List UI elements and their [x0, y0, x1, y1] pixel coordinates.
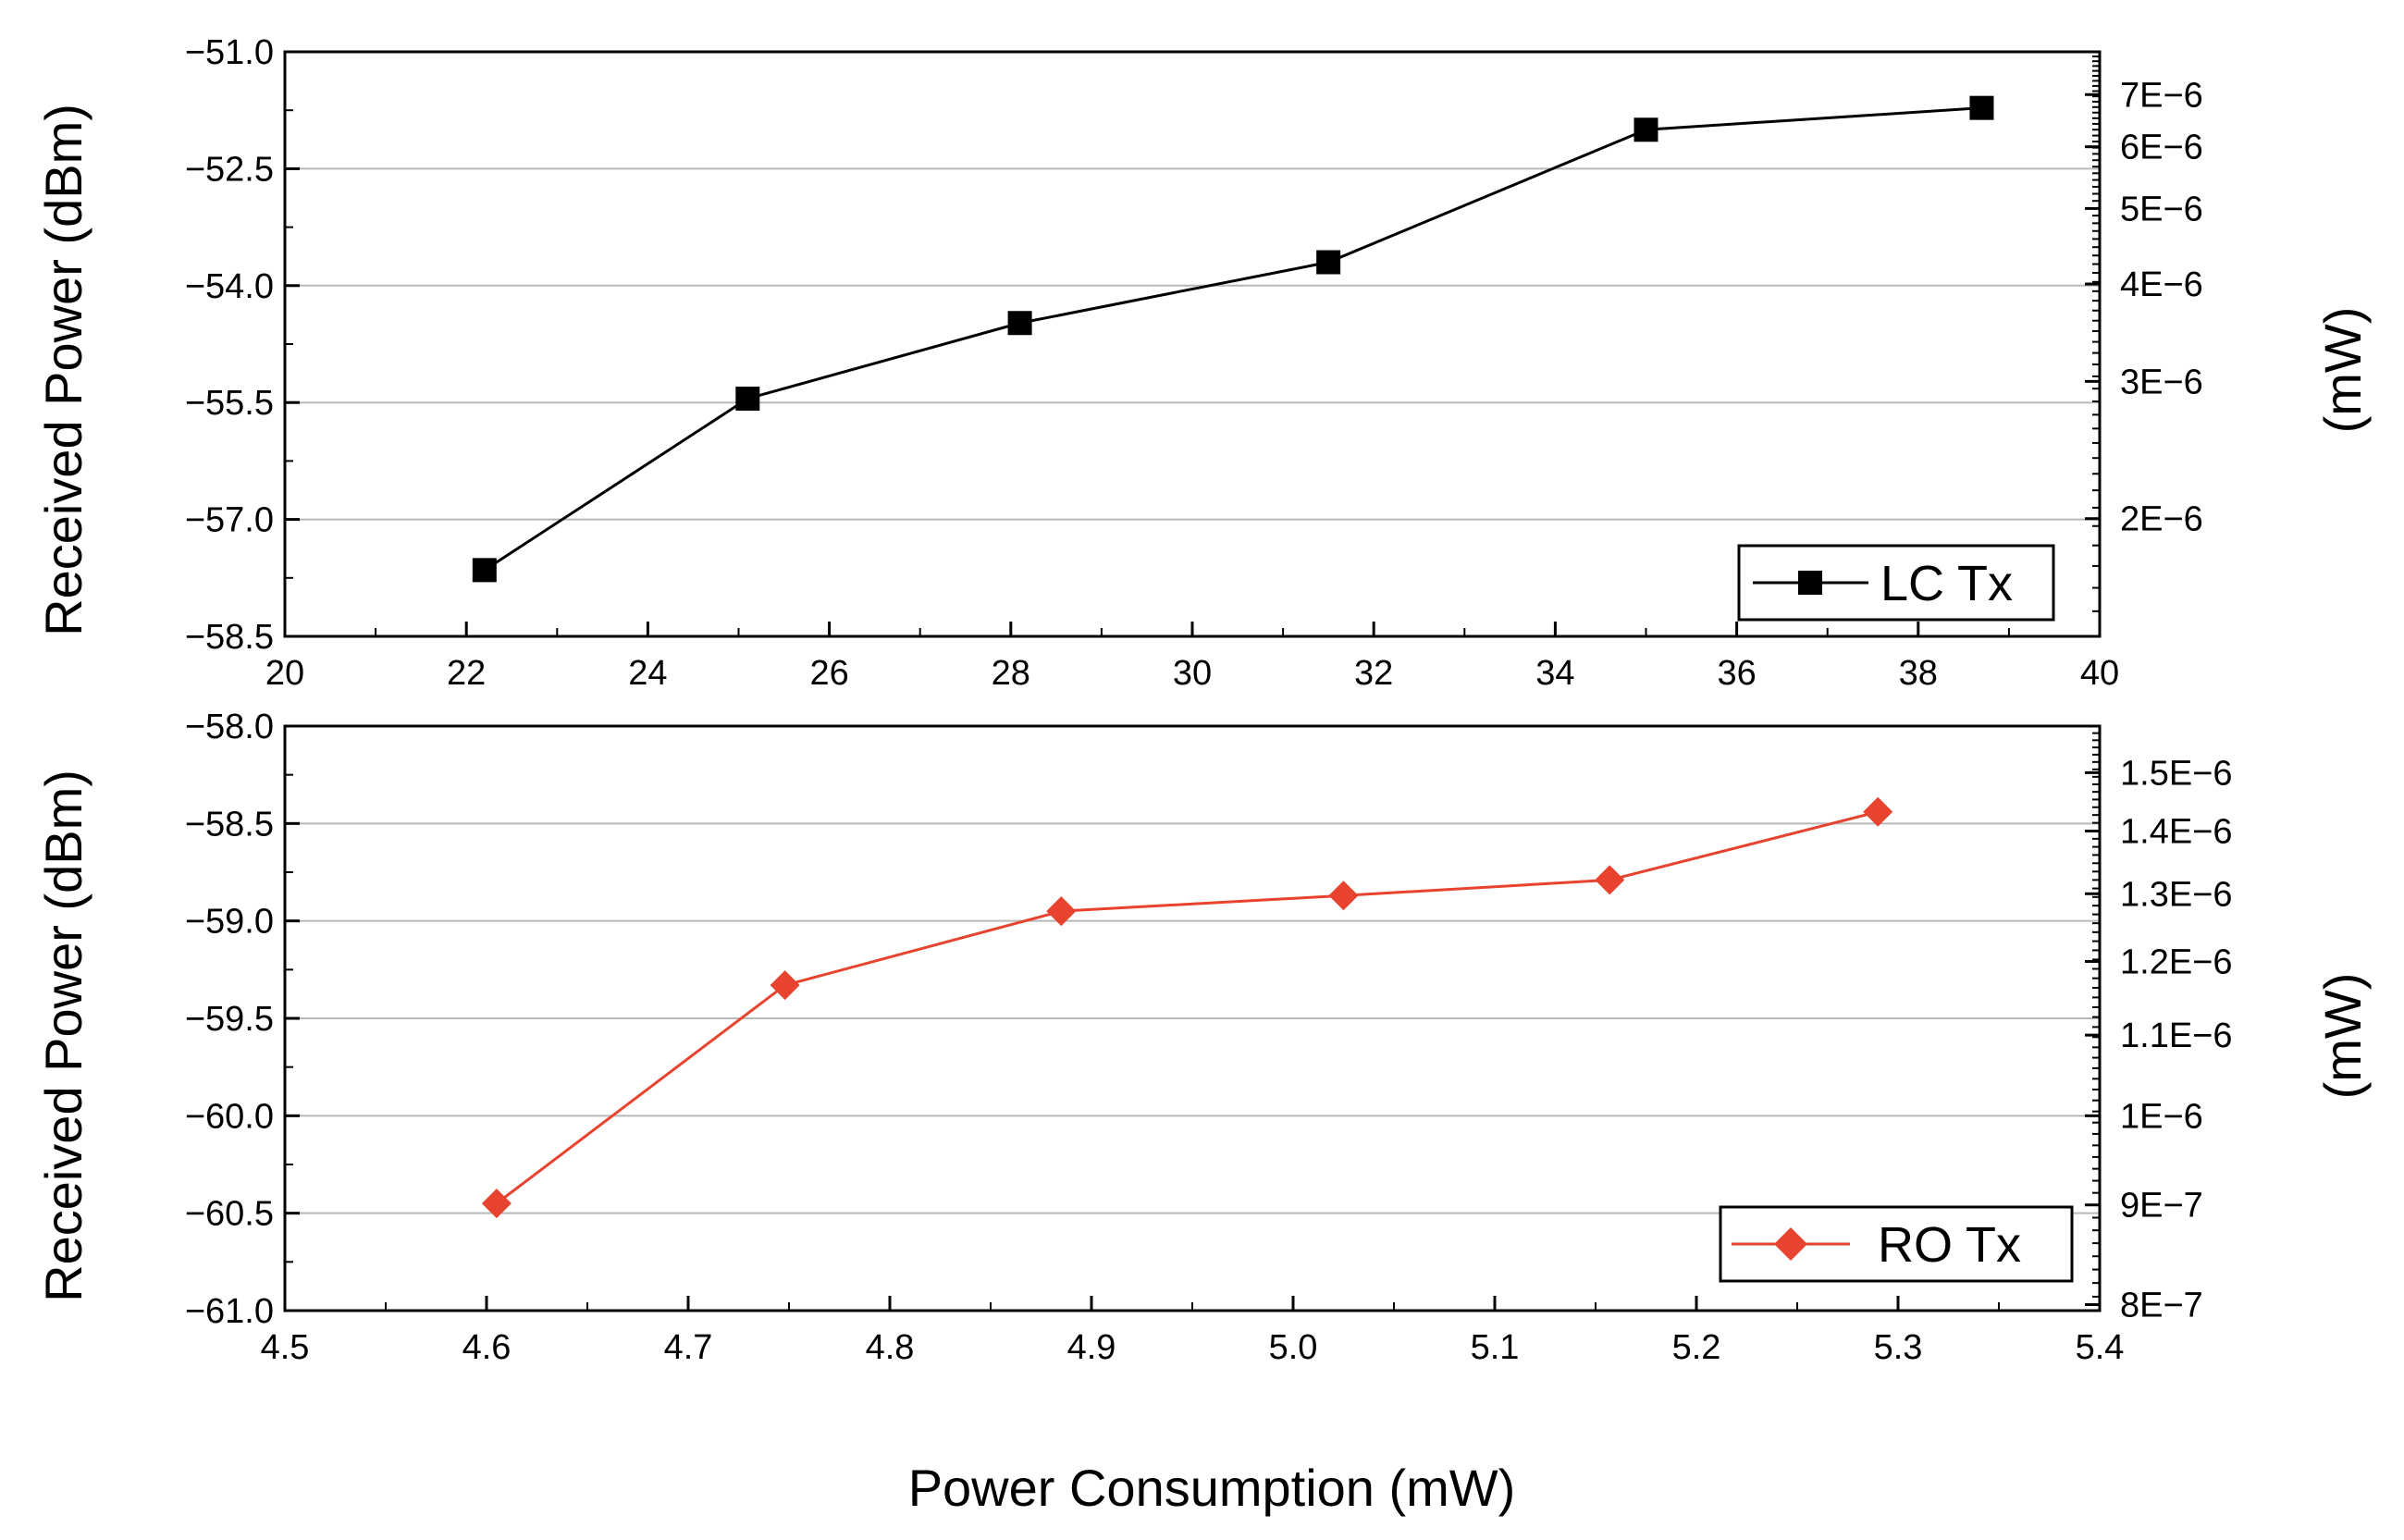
- data-point-core: [1868, 801, 1889, 822]
- ro-y-tick-labels: −58.0 −58.5 −59.0 −59.5 −60.0 −60.5 −61.0: [185, 708, 274, 1331]
- lc-legend: LC Tx: [1737, 544, 2055, 622]
- lc-series-line: [484, 106, 1982, 572]
- x-tick-label: 4.5: [261, 1328, 310, 1367]
- x-tick-label: 28: [992, 654, 1030, 693]
- y-tick-label: −60.5: [185, 1195, 274, 1234]
- data-point: [1633, 117, 1658, 142]
- ro-panel: −58.0−58.5−59.0−59.5−60.0−60.5−61.0 4.5 4…: [34, 708, 2372, 1517]
- lc-plot-area: [285, 52, 2100, 636]
- ro-legend-label: RO Tx: [1878, 1217, 2021, 1273]
- y-tick-label: −59.5: [185, 1000, 274, 1039]
- y2-tick-label: 5E−6: [2120, 190, 2203, 228]
- data-point: [1316, 250, 1341, 275]
- data-point-core: [1333, 885, 1354, 906]
- y-tick-label: −61.0: [185, 1292, 274, 1331]
- x-tick-label: 34: [1535, 654, 1574, 693]
- y-tick-label: −58.5: [185, 618, 274, 657]
- lc-legend-marker: [1798, 571, 1822, 595]
- y2-tick-label: 8E−7: [2120, 1286, 2203, 1324]
- y2-tick-label: 3E−6: [2120, 363, 2203, 401]
- data-point: [1969, 95, 1994, 120]
- x-tick-label: 4.8: [866, 1328, 915, 1367]
- y-tick-label: −55.5: [185, 384, 274, 423]
- x-tick-label: 5.1: [1471, 1328, 1520, 1367]
- y-tick-label: −54.0: [185, 267, 274, 306]
- y-tick-label: −58.0: [185, 708, 274, 746]
- ro-legend-marker: [1774, 1227, 1807, 1261]
- lc-x-tick-labels: 20 22 24 26 28 30 32 34 36 38 40: [265, 654, 2119, 693]
- ro-y-axis-title: Received Power (dBm): [34, 770, 92, 1302]
- x-tick-label: 40: [2080, 654, 2119, 693]
- x-tick-label: 5.2: [1672, 1328, 1721, 1367]
- x-tick-label: 4.6: [462, 1328, 512, 1367]
- ro-x-tick-labels: 4.5 4.6 4.7 4.8 4.9 5.0 5.1 5.2 5.3 5.4: [261, 1328, 2125, 1367]
- y-tick-label: −60.0: [185, 1097, 274, 1136]
- y2-tick-label: 1.5E−6: [2120, 754, 2233, 793]
- x-tick-label: 38: [1899, 654, 1938, 693]
- lc-series-group: [472, 95, 1994, 583]
- lc-gridlines: [285, 167, 2100, 521]
- data-point: [735, 386, 760, 411]
- x-tick-label: 24: [628, 654, 667, 693]
- data-point-core: [1051, 901, 1072, 922]
- y2-tick-label: 6E−6: [2120, 129, 2203, 167]
- x-tick-label: 30: [1173, 654, 1212, 693]
- ro-series-group: [481, 796, 1893, 1219]
- data-point-core: [1599, 869, 1621, 891]
- y2-tick-label: 9E−7: [2120, 1187, 2203, 1226]
- y2-tick-label: 4E−6: [2120, 265, 2203, 304]
- x-tick-label: 5.4: [2076, 1328, 2125, 1367]
- y2-tick-label: 7E−6: [2120, 76, 2203, 115]
- lc-panel: −51.0−52.5−54.0−55.5−57.0−58.5 20 22 24 26 2…: [34, 33, 2372, 693]
- y2-tick-label: 1E−6: [2120, 1097, 2203, 1136]
- y2-tick-label: 1.4E−6: [2120, 812, 2233, 851]
- lc-data-points: [472, 95, 1994, 583]
- y-tick-label: −51.0: [185, 33, 274, 72]
- x-tick-label: 4.9: [1067, 1328, 1116, 1367]
- x-axis-title: Power Consumption (mW): [908, 1459, 1516, 1517]
- y2-tick-label: 1.2E−6: [2120, 943, 2233, 982]
- x-tick-label: 36: [1717, 654, 1756, 693]
- data-point: [472, 558, 497, 583]
- ro-legend: RO Tx: [1719, 1205, 2074, 1283]
- lc-y2-axis-title: (mW): [2313, 307, 2372, 434]
- ro-y2-axis-title: (mW): [2313, 973, 2372, 1100]
- lc-y-axis-title: Received Power (dBm): [34, 104, 92, 636]
- x-tick-label: 5.3: [1874, 1328, 1923, 1367]
- data-point-core: [486, 1193, 507, 1214]
- y-tick-label: −58.5: [185, 805, 274, 844]
- y-tick-label: −59.0: [185, 903, 274, 942]
- ro-y2-tick-labels: 1.5E−6 1.4E−6 1.3E−6 1.2E−6 1.1E−6 1E−6 9E−7 8E…: [2120, 754, 2233, 1324]
- ro-series-line: [495, 810, 1879, 1205]
- data-point: [1007, 311, 1032, 336]
- lc-axis-ticks: [283, 50, 2102, 638]
- data-point-core: [774, 975, 795, 996]
- x-tick-label: 26: [809, 654, 848, 693]
- lc-y-tick-labels: −51.0 −52.5 −54.0 −55.5 −57.0 −58.5: [185, 33, 274, 657]
- y-tick-label: −52.5: [185, 150, 274, 189]
- x-tick-label: 4.7: [664, 1328, 713, 1367]
- lc-y2-tick-labels: 7E−6 6E−6 5E−6 4E−6 3E−6 2E−6: [2120, 76, 2203, 538]
- y2-tick-label: 1.1E−6: [2120, 1016, 2233, 1055]
- x-tick-label: 20: [265, 654, 304, 693]
- x-tick-label: 5.0: [1269, 1328, 1318, 1367]
- lc-legend-label: LC Tx: [1880, 556, 2013, 611]
- y2-tick-label: 1.3E−6: [2120, 875, 2233, 914]
- x-tick-label: 22: [447, 654, 486, 693]
- x-tick-label: 32: [1354, 654, 1393, 693]
- y2-tick-label: 2E−6: [2120, 500, 2203, 539]
- ro-axis-ticks: [283, 724, 2102, 1312]
- y-tick-label: −57.0: [185, 501, 274, 540]
- ro-data-points: [481, 796, 1893, 1219]
